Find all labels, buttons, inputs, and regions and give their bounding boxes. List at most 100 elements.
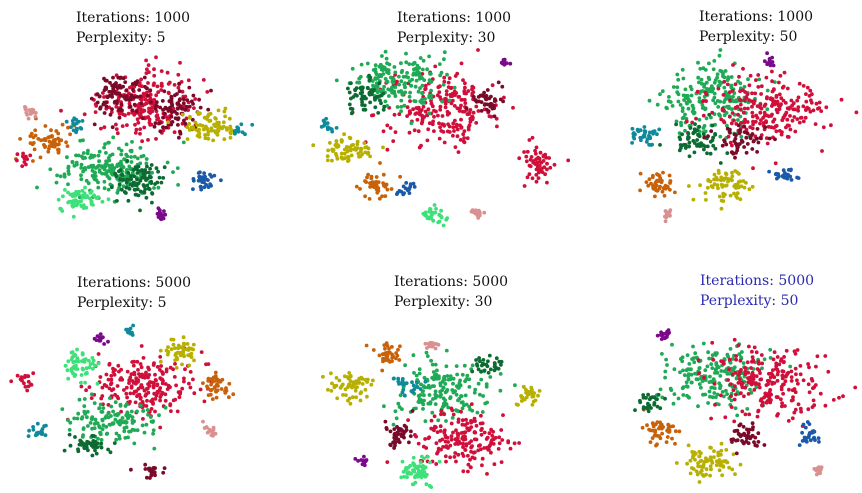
scatter-point — [686, 377, 691, 382]
scatter-point — [102, 88, 107, 92]
scatter-point — [387, 88, 392, 92]
scatter-point — [793, 390, 798, 395]
scatter-point — [456, 432, 461, 436]
scatter-point — [100, 171, 105, 176]
scatter-point — [451, 121, 456, 126]
scatter-point — [111, 409, 115, 414]
scatter-point — [385, 353, 390, 358]
scatter-point — [442, 79, 447, 84]
scatter-point — [482, 430, 487, 435]
scatter-point — [680, 386, 685, 391]
scatter-point — [223, 114, 228, 119]
scatter-point — [399, 61, 403, 66]
scatter-point — [744, 180, 748, 185]
scatter-point — [465, 373, 470, 378]
scatter-point — [139, 101, 144, 106]
scatter-point — [738, 422, 743, 427]
scatter-point — [468, 119, 473, 124]
scatter-point — [371, 378, 375, 383]
scatter-point — [340, 156, 345, 161]
scatter-point — [355, 139, 360, 144]
scatter-point — [363, 179, 367, 183]
scatter-point — [124, 142, 129, 147]
scatter-point — [470, 408, 475, 413]
scatter-point — [96, 361, 101, 366]
scatter-point — [66, 125, 70, 130]
scatter-point — [159, 393, 164, 397]
scatter-point — [201, 127, 206, 132]
scatter-point — [192, 391, 197, 396]
scatter-point — [355, 93, 359, 98]
scatter-point — [662, 331, 666, 336]
scatter-point — [430, 344, 435, 349]
scatter-point — [686, 367, 690, 371]
scatter-point — [736, 123, 741, 128]
scatter-point — [131, 391, 136, 396]
scatter-point — [161, 108, 165, 112]
scatter-point — [22, 381, 26, 386]
scatter-point — [642, 125, 647, 129]
scatter-point — [435, 368, 439, 373]
scatter-point — [61, 194, 65, 199]
scatter-point — [714, 370, 719, 375]
scatter-point — [372, 96, 377, 100]
scatter-point — [726, 378, 730, 382]
scatter-point — [168, 105, 172, 110]
point-cluster — [319, 116, 339, 134]
scatter-point — [705, 87, 709, 91]
scatter-point — [479, 109, 484, 113]
scatter-point — [385, 187, 390, 192]
scatter-point — [67, 172, 71, 176]
scatter-point — [664, 210, 669, 214]
scatter-point — [647, 98, 652, 103]
scatter-point — [366, 152, 370, 156]
scatter-point — [779, 96, 784, 101]
scatter-point — [348, 401, 353, 406]
scatter-point — [141, 409, 146, 413]
scatter-point — [787, 107, 791, 111]
scatter-point — [680, 106, 685, 110]
scatter-point — [465, 136, 470, 141]
scatter-point — [460, 418, 465, 423]
scatter-point — [434, 441, 439, 446]
scatter-point — [454, 459, 458, 464]
scatter-point — [439, 208, 443, 213]
scatter-plot — [321, 340, 542, 489]
scatter-point — [151, 385, 156, 390]
scatter-point — [482, 446, 487, 450]
scatter-point — [129, 385, 134, 390]
scatter-point — [653, 433, 658, 438]
scatter-point — [334, 376, 339, 380]
scatter-point — [738, 89, 742, 94]
scatter-point — [473, 211, 478, 216]
scatter-point — [767, 57, 772, 61]
scatter-point — [81, 138, 85, 143]
scatter-point — [750, 147, 755, 151]
scatter-point — [456, 385, 460, 390]
scatter-point — [727, 367, 731, 372]
scatter-point — [187, 381, 191, 386]
scatter-point — [204, 126, 209, 131]
scatter-point — [454, 91, 459, 95]
scatter-point — [205, 90, 210, 94]
scatter-point — [416, 129, 421, 134]
scatter-point — [455, 372, 459, 377]
scatter-point — [97, 337, 102, 342]
scatter-point — [353, 388, 358, 393]
scatter-point — [679, 357, 683, 361]
scatter-point — [90, 366, 95, 371]
scatter-point — [158, 348, 163, 353]
scatter-point — [228, 130, 233, 135]
scatter-point — [720, 185, 725, 189]
scatter-point — [399, 90, 404, 95]
scatter-point — [176, 72, 181, 77]
scatter-point — [109, 185, 114, 190]
scatter-point — [83, 371, 88, 376]
scatter-point — [444, 419, 448, 423]
scatter-point — [738, 369, 742, 374]
scatter-point — [66, 190, 70, 195]
scatter-point — [724, 459, 728, 464]
scatter-point — [456, 150, 461, 155]
scatter-point — [106, 339, 110, 344]
scatter-point — [716, 86, 721, 91]
